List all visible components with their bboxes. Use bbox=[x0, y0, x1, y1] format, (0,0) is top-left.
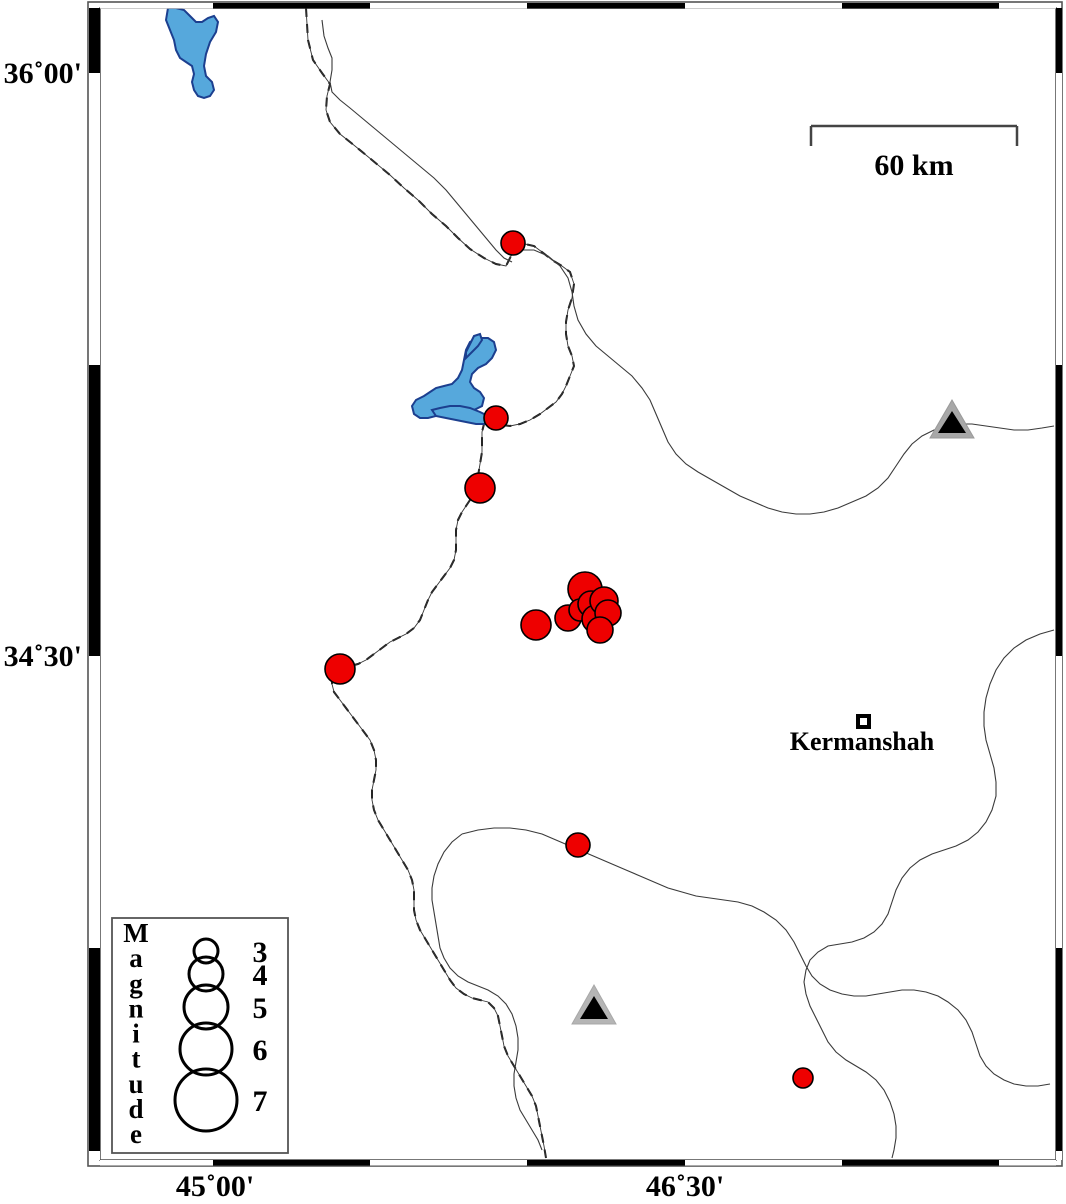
legend-magnitude-label: 4 bbox=[253, 959, 268, 992]
axis-label-lon-45-00: 45˚00' bbox=[176, 1170, 254, 1203]
legend-title-letter: n bbox=[128, 993, 143, 1023]
triangle-markers[interactable] bbox=[571, 399, 975, 1025]
city-kermanshah[interactable]: Kermanshah bbox=[790, 714, 935, 756]
earthquake-epicentre[interactable] bbox=[792, 1067, 814, 1089]
earthquake-epicentre-layer[interactable] bbox=[324, 230, 814, 1089]
legend-magnitude-circle bbox=[178, 1021, 234, 1077]
frame-top-ticks bbox=[100, 3, 1056, 9]
legend-magnitude-label: 3 bbox=[253, 936, 268, 969]
triangle-marker-northeast[interactable] bbox=[929, 399, 975, 439]
legend-title-letter: g bbox=[129, 968, 143, 998]
legend-magnitude-label: 6 bbox=[253, 1034, 268, 1067]
legend-title-letter: e bbox=[130, 1119, 142, 1149]
province-line-southwest bbox=[431, 833, 543, 1151]
province-line-east bbox=[803, 629, 1055, 1159]
legend-magnitude-label: 5 bbox=[253, 992, 268, 1025]
legend-title-letter: u bbox=[128, 1069, 143, 1099]
legend-title-letter: a bbox=[129, 943, 143, 973]
legend-magnitude-circle bbox=[182, 983, 230, 1031]
city-label-kermanshah: Kermanshah bbox=[790, 727, 935, 756]
scale-bar: 60 km bbox=[809, 124, 1019, 182]
earthquake-epicentre[interactable] bbox=[520, 609, 552, 641]
lake-north bbox=[164, 7, 220, 100]
city-square-marker-inner bbox=[860, 718, 867, 725]
earthquake-epicentre[interactable] bbox=[565, 832, 591, 858]
legend-entries: 345 6 7 bbox=[173, 936, 268, 1133]
scale-bar-label: 60 km bbox=[874, 149, 953, 182]
legend-title-letter: t bbox=[132, 1044, 141, 1074]
axis-labels: 36˚00' 34˚30' 45˚00' 46˚30' bbox=[4, 57, 724, 1203]
frame-bottom-ticks bbox=[100, 1160, 1056, 1166]
earthquake-epicentre[interactable] bbox=[500, 230, 526, 256]
earthquake-epicentre[interactable] bbox=[586, 616, 614, 644]
legend-title-letter: M bbox=[123, 918, 148, 948]
legend-title-letter: i bbox=[132, 1019, 140, 1049]
frame-left-ticks bbox=[89, 8, 100, 1160]
earthquake-epicentre[interactable] bbox=[464, 472, 496, 504]
province-line-north bbox=[321, 19, 513, 263]
axis-label-lat-34-30: 34˚30' bbox=[4, 640, 82, 673]
legend-title-letter: d bbox=[128, 1094, 143, 1124]
earthquake-epicentre[interactable] bbox=[324, 653, 356, 685]
axis-label-lon-46-30: 46˚30' bbox=[646, 1170, 724, 1203]
legend-magnitude-label: 7 bbox=[253, 1085, 268, 1118]
axis-label-lat-36-00: 36˚00' bbox=[4, 57, 82, 90]
legend-magnitude-circle bbox=[192, 937, 220, 965]
earthquake-epicentre[interactable] bbox=[483, 405, 509, 431]
water-bodies bbox=[164, 7, 498, 425]
map-frame bbox=[87, 1, 1063, 1167]
legend-magnitude-circle bbox=[173, 1067, 239, 1133]
province-line-south bbox=[461, 827, 1051, 1087]
triangle-marker-south[interactable] bbox=[571, 983, 617, 1025]
lake-central-arm bbox=[465, 332, 484, 361]
legend-magnitude-circle bbox=[187, 955, 225, 993]
frame-right-ticks bbox=[1056, 8, 1062, 1160]
